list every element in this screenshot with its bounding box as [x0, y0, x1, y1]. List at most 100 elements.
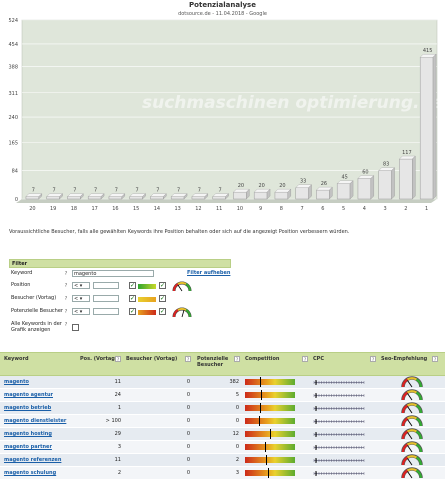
help-icon[interactable]: ?: [185, 356, 191, 362]
potential-value: 3: [235, 470, 239, 476]
bar: [233, 191, 247, 200]
show-all-checkbox[interactable]: [72, 324, 79, 331]
visitors-gauge-checkbox[interactable]: ✓: [159, 295, 166, 302]
seo-recommendation-gauge-icon: [401, 428, 423, 440]
potential-operator-select[interactable]: < ▾: [72, 308, 90, 315]
keyword-link[interactable]: magento referenzen: [4, 457, 62, 463]
filter-row-keyword: Keyword ? magento Filter aufheben: [9, 270, 231, 282]
bar-side: [370, 175, 375, 200]
data-label: 7: [94, 188, 97, 194]
cpc-scale: [313, 419, 365, 424]
potential-color-bar: [138, 310, 156, 315]
competition-marker: [259, 416, 260, 426]
data-label: 7: [156, 188, 159, 194]
competition-bar: [245, 416, 295, 426]
keyword-link[interactable]: magento: [4, 379, 29, 385]
x-tick-label: 20: [29, 206, 35, 212]
competition-marker: [265, 442, 266, 452]
potential-gauge-checkbox[interactable]: ✓: [159, 308, 166, 315]
help-icon[interactable]: ?: [370, 356, 376, 362]
header-keyword[interactable]: Keyword: [4, 356, 29, 362]
keyword-link[interactable]: magento schulung: [4, 470, 57, 476]
help-icon[interactable]: ?: [64, 309, 68, 315]
keyword-link[interactable]: magento agentur: [4, 392, 53, 398]
keyword-link[interactable]: magento hosting: [4, 431, 52, 437]
visitors-color-checkbox[interactable]: ✓: [129, 295, 136, 302]
potential-value: 12: [232, 431, 239, 437]
position-gauge-checkbox[interactable]: ✓: [159, 282, 166, 289]
competition-bar: [245, 468, 295, 478]
bar: [336, 183, 351, 200]
help-icon[interactable]: ?: [115, 356, 121, 362]
bar: [191, 196, 206, 200]
bar-side: [432, 53, 437, 200]
competition-marker: [260, 403, 261, 413]
potential-value: 0: [235, 418, 239, 424]
x-tick-label: 13: [174, 206, 180, 212]
y-tick-label: 524: [8, 18, 18, 24]
header-position[interactable]: Pos. (Vortag): [80, 356, 118, 362]
visitors-value: 0: [186, 457, 190, 463]
data-label: 7: [32, 188, 35, 194]
header-visitors[interactable]: Besucher (Vortag): [126, 356, 178, 362]
watermark-logo: suchmaschinen optimierung.de: [142, 93, 443, 113]
bar-side: [204, 193, 209, 200]
data-label: 26: [321, 181, 327, 187]
visitors-value: 0: [186, 418, 190, 424]
potential-value-input[interactable]: [93, 308, 119, 315]
chart-subtitle: dotsource.de - 11.04.2018 - Google: [178, 11, 267, 17]
table-row: magento hosting 29 0 12: [0, 428, 445, 441]
seo-recommendation-gauge-icon: [401, 402, 423, 414]
header-potential[interactable]: Potenzielle Besucher: [197, 356, 229, 368]
competition-bar: [245, 455, 295, 465]
keyword-link[interactable]: magento betrieb: [4, 405, 52, 411]
filter-row-visitors: Besucher (Vortag) ? < ▾ ✓ ✓: [9, 295, 231, 307]
help-icon[interactable]: ?: [64, 271, 68, 277]
header-seo[interactable]: Seo-Empfehlung: [381, 356, 428, 362]
seo-recommendation-gauge-icon: [401, 454, 423, 466]
data-label: 7: [53, 188, 56, 194]
visitors-value-input[interactable]: [93, 295, 119, 302]
potential-gauge-icon: [172, 307, 192, 318]
bar: [108, 196, 123, 200]
x-tick-label: 7: [301, 206, 304, 212]
data-label: 7: [219, 188, 222, 194]
bar-side: [287, 188, 292, 200]
bar-side: [225, 193, 229, 200]
data-label: 20: [279, 183, 285, 189]
help-icon[interactable]: ?: [234, 356, 240, 362]
bar: [129, 196, 143, 200]
position-operator-select[interactable]: < ▾: [72, 282, 90, 289]
table-row: magento partner 3 0 0: [0, 441, 445, 454]
keyword-input[interactable]: magento: [72, 270, 154, 277]
reset-filter-link[interactable]: Filter aufheben: [187, 270, 231, 276]
visitors-operator-select[interactable]: < ▾: [72, 295, 90, 302]
bar-side: [329, 186, 333, 200]
help-icon[interactable]: ?: [64, 296, 68, 302]
data-label: 7: [136, 188, 139, 194]
keyword-link[interactable]: magento partner: [4, 444, 52, 450]
competition-marker: [261, 390, 262, 400]
position-color-checkbox[interactable]: ✓: [129, 282, 136, 289]
position-value: > 100: [105, 418, 121, 424]
header-cpc[interactable]: CPC: [313, 356, 325, 362]
y-tick-label: 165: [8, 141, 18, 147]
header-competition[interactable]: Competition: [245, 356, 280, 362]
table-row: magento schulung 2 0 3: [0, 467, 445, 480]
data-label: 33: [300, 179, 306, 185]
help-icon[interactable]: ?: [302, 356, 308, 362]
cpc-scale: [313, 445, 365, 450]
competition-bar: [245, 442, 295, 452]
filter-row-show-all: Alle Keywords in der Grafik anzeigen ? »: [9, 321, 231, 393]
help-icon[interactable]: ?: [64, 283, 68, 289]
bar-side: [80, 193, 84, 200]
filter-label-potential: Potenzielle Besucher: [11, 308, 63, 314]
seo-recommendation-gauge-icon: [401, 441, 423, 453]
position-value-input[interactable]: [93, 282, 119, 289]
help-icon[interactable]: ?: [64, 322, 68, 328]
potential-color-checkbox[interactable]: ✓: [129, 308, 136, 315]
keyword-link[interactable]: magento dienstleister: [4, 418, 67, 424]
help-icon[interactable]: ?: [432, 356, 438, 362]
table-row: magento referenzen 11 0 2: [0, 454, 445, 467]
